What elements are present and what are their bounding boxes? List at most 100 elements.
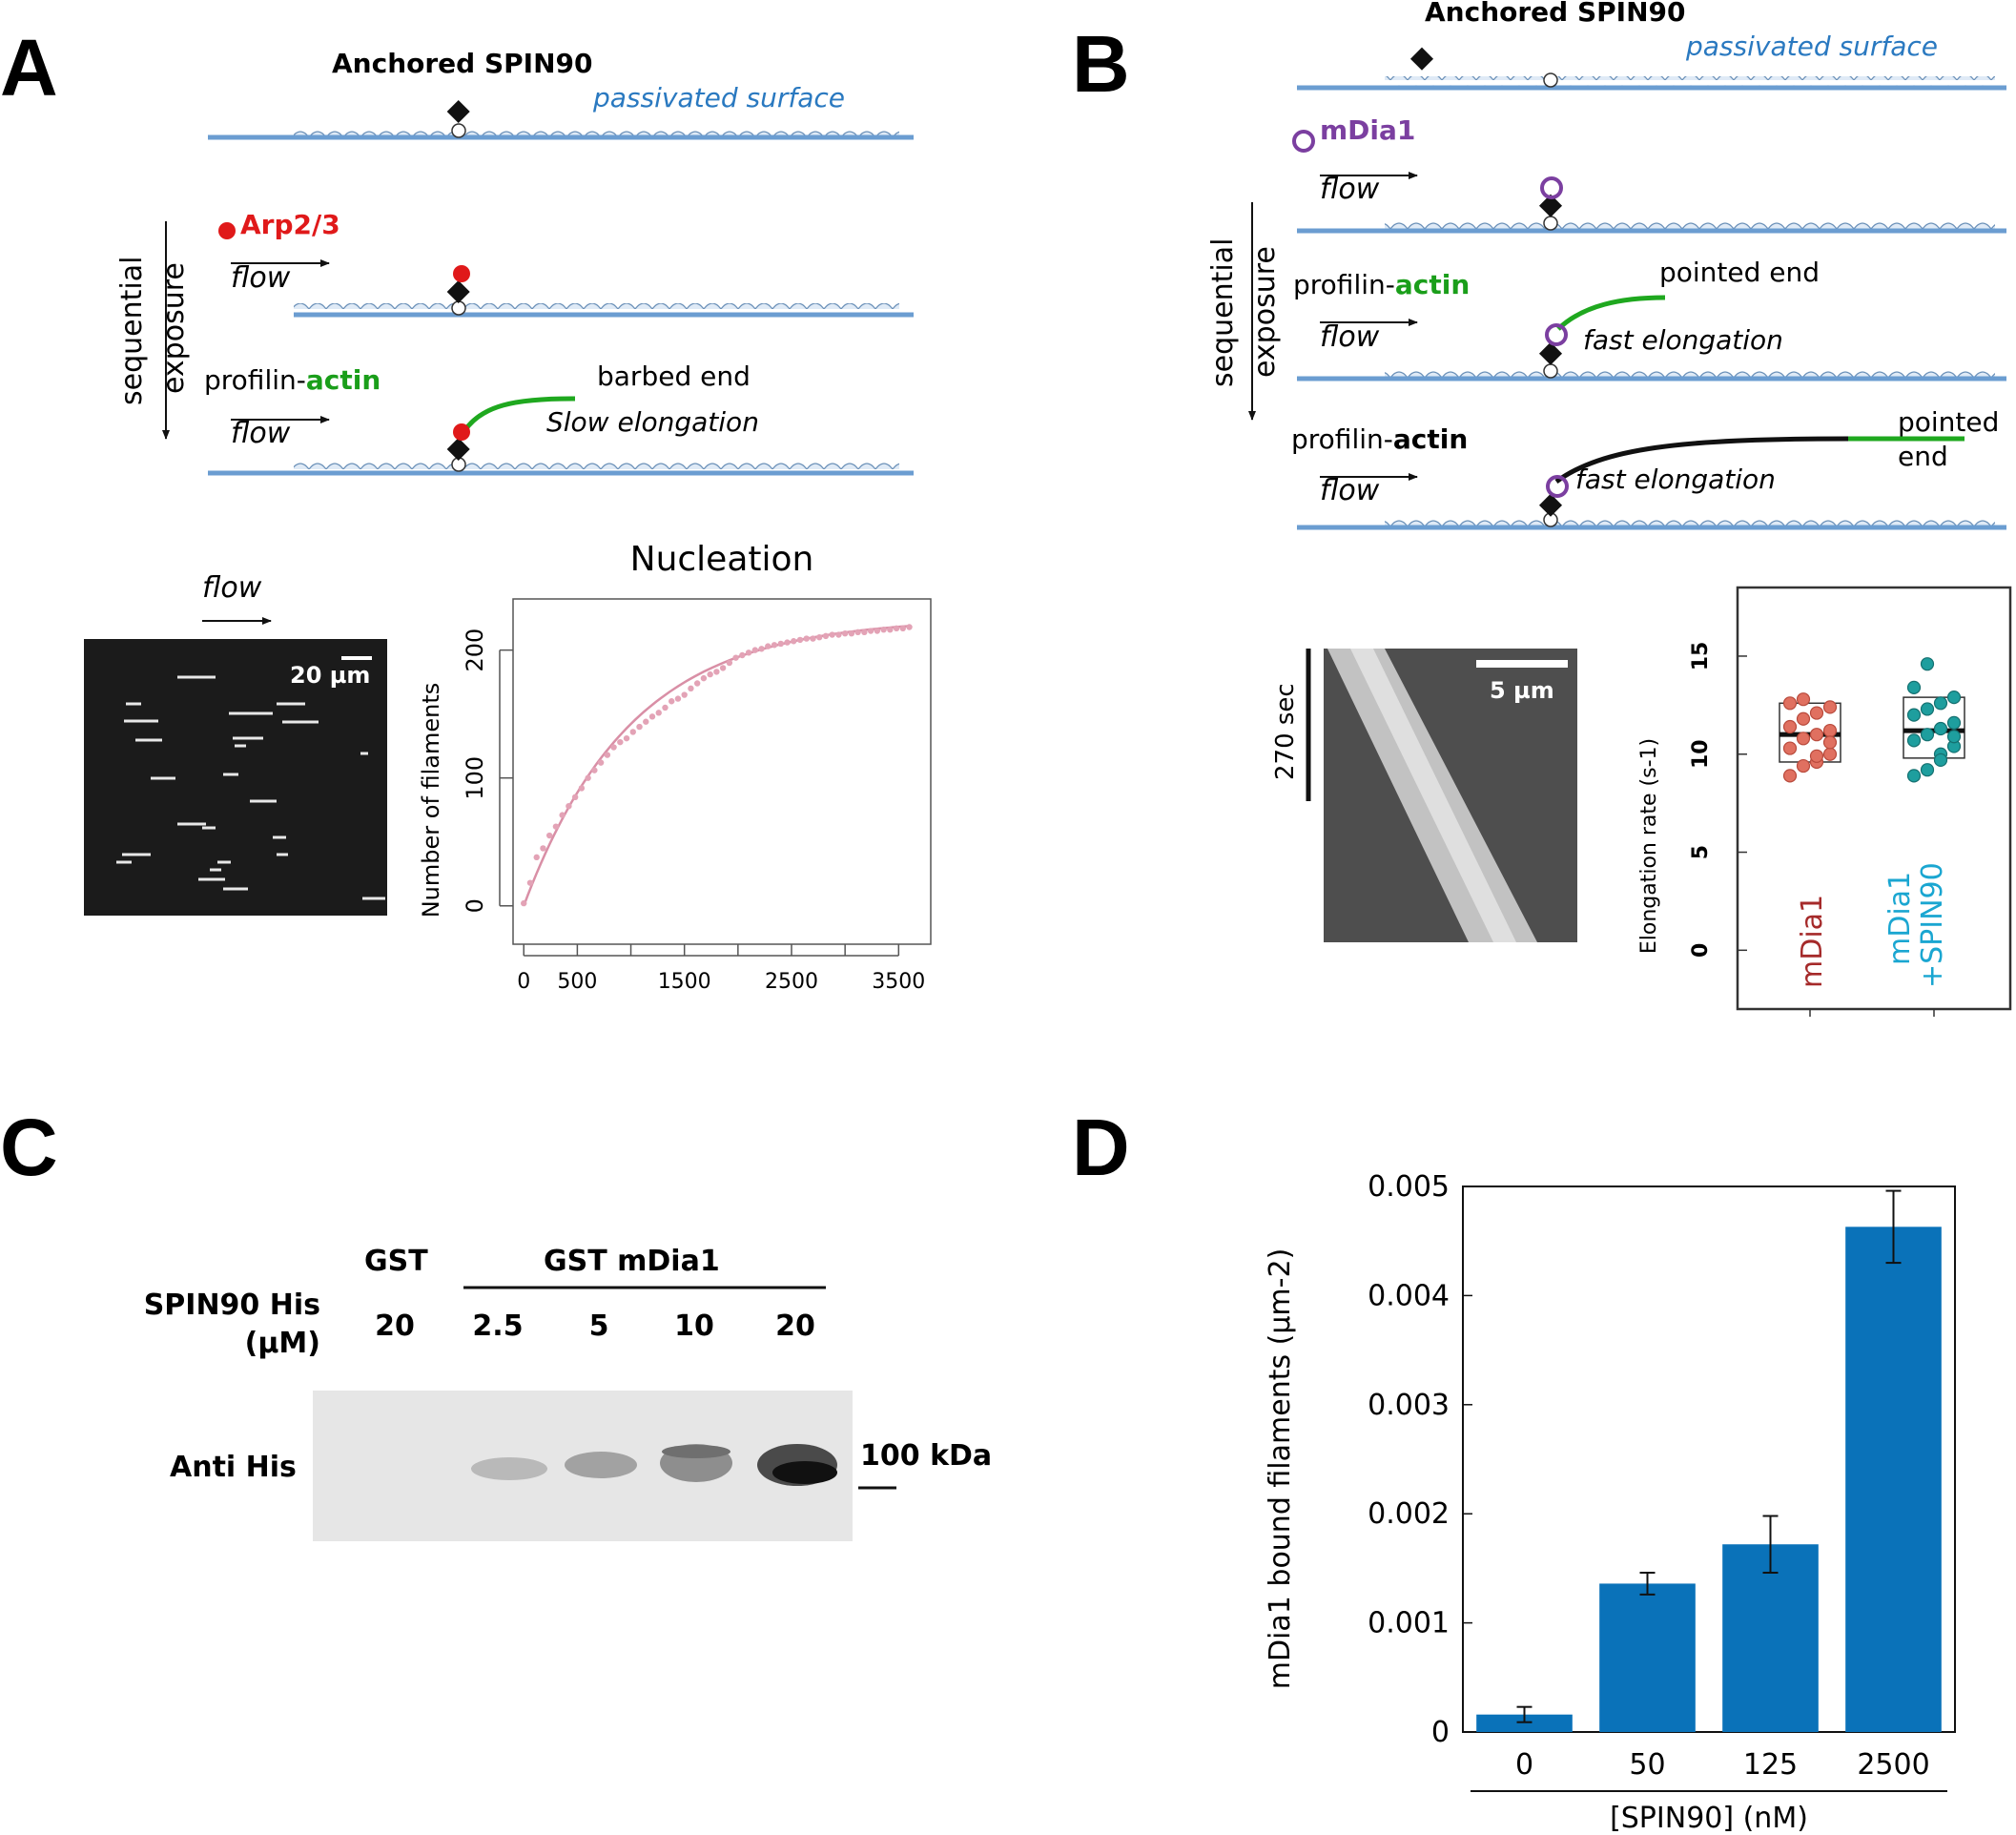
passivated-surface-label: passivated surface [592, 82, 845, 113]
x-tick-label: 3500 [872, 970, 925, 994]
data-point [816, 634, 823, 641]
y-tick-label: 5 [1689, 845, 1713, 859]
data-point [1809, 749, 1824, 763]
kymo-time-label: 270 sec [1271, 683, 1300, 780]
flow-label-b1: flow [1320, 173, 1380, 206]
data-point [854, 629, 861, 636]
svg-text:sequential: sequential [115, 257, 149, 405]
panel-a: A Anchored SPIN90 passivated surface Arp… [0, 23, 932, 994]
data-point [829, 631, 835, 638]
data-point [713, 669, 720, 675]
data-point [655, 710, 662, 716]
x-tick-label: 500 [557, 970, 597, 994]
data-point [1822, 747, 1838, 761]
mdia1-label: mDia1 [1320, 114, 1415, 146]
spin90-diamond [446, 99, 470, 124]
y-tick-label: 0.001 [1368, 1607, 1450, 1640]
data-point [751, 647, 759, 653]
data-point [874, 628, 881, 634]
y-tick-label: 0.002 [1368, 1497, 1450, 1531]
x-tick-label: 0 [1515, 1748, 1533, 1782]
category-label: mDia1 [1883, 872, 1917, 965]
x-tick-label: 2500 [1857, 1748, 1929, 1782]
data-point [784, 639, 791, 646]
bar [1599, 1583, 1696, 1732]
surface-row-b4: profilin-actin pointed end flow fast elo… [1291, 406, 2006, 530]
data-point [719, 665, 727, 671]
arp23-label: Arp2/3 [240, 209, 340, 240]
tirf-micrograph: 20 µm [84, 639, 387, 916]
x-tick-label: 50 [1629, 1748, 1665, 1782]
flow-label-a1: flow [231, 261, 291, 295]
data-point [893, 625, 900, 632]
kymograph: 5 µm [1324, 649, 1577, 942]
data-point [899, 625, 906, 632]
data-point [1822, 723, 1838, 738]
conc-2: 5 [589, 1309, 609, 1343]
data-point [745, 649, 752, 656]
panel-d: D 0 0.001 0.002 0.003 0.004 0.005 mDia1 bound … [1072, 1103, 1956, 1835]
data-point [1796, 692, 1811, 707]
y-tick-label: 0.004 [1368, 1279, 1450, 1312]
plot-frame [1462, 1186, 1956, 1733]
surface-row-1 [208, 99, 914, 140]
data-point [545, 832, 553, 839]
passivated-surface-label-b: passivated surface [1685, 31, 1938, 62]
anchored-spin90-label: Anchored SPIN90 [332, 48, 592, 79]
marker-label: 100 kDa [860, 1439, 992, 1473]
data-point [867, 628, 874, 634]
data-point [533, 854, 540, 861]
data-point [674, 695, 682, 702]
data-point [700, 674, 708, 682]
y-tick-label: 0 [462, 898, 488, 913]
svg-text:exposure: exposure [1248, 246, 1282, 378]
conc-4: 20 [775, 1309, 815, 1343]
panel-label-a: A [0, 23, 58, 113]
surface-row-2: Arp2/3 flow [218, 209, 914, 318]
data-point [643, 718, 649, 725]
data-point [566, 803, 572, 810]
y-tick-label: 0.003 [1368, 1389, 1450, 1422]
arp23-dot [453, 265, 470, 282]
data-point [796, 636, 804, 644]
fast-elongation-label-b2: fast elongation [1575, 464, 1776, 495]
data-point [623, 734, 630, 742]
x-tick-label: 2500 [765, 970, 818, 994]
data-point [1933, 753, 1948, 768]
data-point [1920, 702, 1935, 716]
data-point [848, 630, 855, 637]
data-point [1946, 730, 1962, 744]
data-point [803, 635, 810, 642]
fit-curve [523, 625, 910, 907]
data-point [880, 626, 887, 633]
data-point [1796, 732, 1811, 746]
svg-text:sequential: sequential [1206, 238, 1240, 387]
conc-3: 10 [674, 1309, 714, 1343]
y-tick-label: 0 [1689, 943, 1713, 958]
plot-frame [1736, 586, 2012, 1011]
anti-his-label: Anti His [170, 1451, 297, 1484]
data-point [1906, 733, 1922, 748]
data-point [662, 704, 669, 711]
western-blot [313, 1391, 853, 1541]
data-point [1822, 735, 1838, 750]
data-point [861, 629, 868, 636]
data-point [591, 767, 598, 773]
data-point [578, 785, 586, 792]
data-point [604, 752, 611, 758]
data-point [1906, 708, 1922, 722]
data-point [1782, 719, 1798, 734]
actin-filament-a [462, 396, 575, 433]
bar [1476, 1714, 1573, 1732]
category-label: mDia1 [1796, 895, 1829, 988]
x-tick-label: 125 [1743, 1748, 1798, 1782]
data-point [1920, 657, 1935, 671]
profilin-label-b2: profilin-actin [1291, 423, 1468, 455]
data-point [1906, 680, 1922, 694]
flow-label-b3: flow [1320, 474, 1380, 507]
sequential-exposure-a: sequential exposure [115, 221, 191, 440]
data-point [835, 631, 842, 638]
mdia1-legend-ring [1292, 130, 1315, 153]
y-tick-label: 100 [462, 756, 488, 800]
nucleation-chart: Nucleation Number of filaments 0 500 1500 250… [418, 540, 932, 994]
